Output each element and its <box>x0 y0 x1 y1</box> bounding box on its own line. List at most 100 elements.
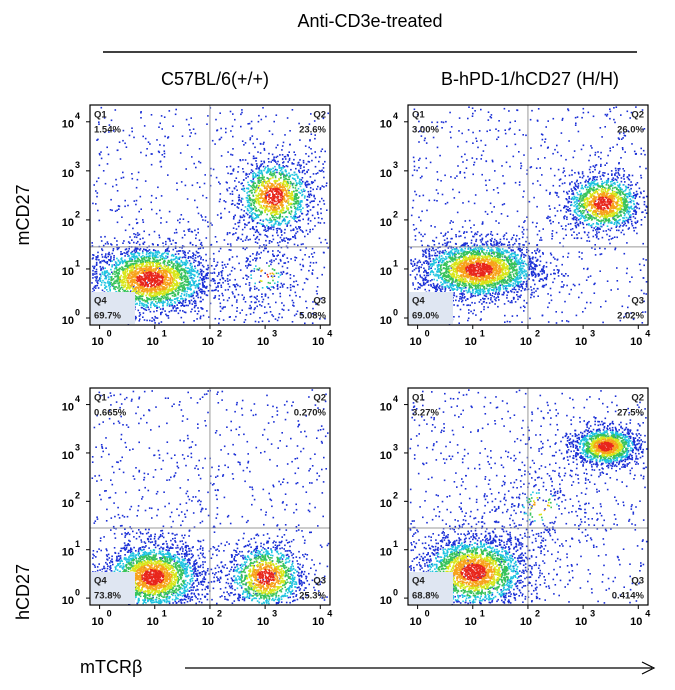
event-dot <box>241 233 244 236</box>
event-dot <box>271 205 273 208</box>
event-dot <box>299 159 301 161</box>
event-dot <box>167 297 169 300</box>
event-dot <box>296 183 298 185</box>
event-dot <box>275 258 277 260</box>
event-dot <box>95 264 98 266</box>
event-dot <box>133 258 136 260</box>
event-dot <box>149 310 152 313</box>
event-dot <box>272 279 274 282</box>
event-dot <box>141 252 144 254</box>
event-dot <box>167 137 169 139</box>
event-dot <box>301 230 303 232</box>
event-dot <box>185 118 188 121</box>
event-dot <box>262 178 264 180</box>
event-dot <box>292 186 294 189</box>
event-dot <box>112 273 114 275</box>
event-dot <box>163 294 165 297</box>
event-dot <box>171 303 174 305</box>
event-dot <box>138 259 141 261</box>
event-dot <box>268 179 270 182</box>
event-dot <box>414 235 417 237</box>
event-dot <box>237 171 239 173</box>
event-dot <box>291 173 293 176</box>
event-dot <box>124 289 126 292</box>
event-dot <box>267 169 270 172</box>
event-dot <box>312 181 315 184</box>
event-dot <box>272 195 275 198</box>
event-dot <box>199 296 202 299</box>
event-dot <box>143 319 146 321</box>
event-dot <box>301 212 304 215</box>
event-dot <box>231 304 233 307</box>
event-dot <box>279 198 282 201</box>
event-dot <box>125 248 128 250</box>
event-dot <box>196 284 199 286</box>
event-dot <box>232 135 234 138</box>
event-dot <box>294 154 297 156</box>
event-dot <box>286 205 288 207</box>
event-dot <box>272 172 274 175</box>
event-dot <box>184 254 187 257</box>
event-dot <box>274 206 276 209</box>
event-dot <box>150 306 152 309</box>
event-dot <box>293 217 296 219</box>
event-dot <box>190 132 192 134</box>
event-dot <box>135 250 138 253</box>
event-dot <box>163 156 166 158</box>
event-dot <box>271 314 273 316</box>
event-dot <box>199 268 202 271</box>
event-dot <box>250 270 252 273</box>
event-dot <box>281 286 284 288</box>
event-dot <box>142 281 144 284</box>
event-dot <box>164 266 166 268</box>
event-dot <box>450 220 452 222</box>
event-dot <box>251 189 253 192</box>
event-dot <box>157 244 159 247</box>
event-dot <box>283 176 285 179</box>
event-dot <box>104 272 106 275</box>
event-dot <box>192 252 194 254</box>
event-dot <box>238 221 241 224</box>
event-dot <box>262 224 264 226</box>
event-dot <box>184 184 187 187</box>
event-dot <box>258 247 261 249</box>
event-dot <box>176 307 178 309</box>
event-dot <box>214 143 216 145</box>
event-dot <box>188 302 191 305</box>
event-dot <box>92 254 94 256</box>
event-dot <box>260 177 262 179</box>
event-dot <box>264 211 266 214</box>
event-dot <box>237 221 239 224</box>
event-dot <box>126 268 128 270</box>
event-dot <box>213 268 216 270</box>
event-dot <box>220 274 223 277</box>
event-dot <box>294 180 297 182</box>
event-dot <box>280 271 282 274</box>
event-dot <box>198 160 200 163</box>
event-dot <box>125 268 127 270</box>
event-dot <box>99 277 102 280</box>
event-dot <box>105 261 107 264</box>
event-dot <box>289 277 292 280</box>
event-dot <box>250 120 253 123</box>
event-dot <box>276 319 279 322</box>
event-dot <box>109 289 111 292</box>
event-dot <box>256 252 258 255</box>
event-dot <box>181 303 184 305</box>
event-dot <box>179 288 182 291</box>
event-dot <box>457 145 459 148</box>
event-dot <box>132 290 135 293</box>
event-dot <box>285 216 287 218</box>
event-dot <box>151 277 153 280</box>
event-dot <box>123 289 125 292</box>
event-dot <box>174 276 176 279</box>
event-dot <box>169 278 172 280</box>
event-dot <box>243 215 246 218</box>
event-dot <box>283 179 285 181</box>
event-dot <box>291 184 294 187</box>
event-dot <box>104 242 107 245</box>
event-dot <box>248 152 251 154</box>
event-dot <box>163 263 166 265</box>
event-dot <box>190 294 193 296</box>
event-dot <box>321 197 323 200</box>
